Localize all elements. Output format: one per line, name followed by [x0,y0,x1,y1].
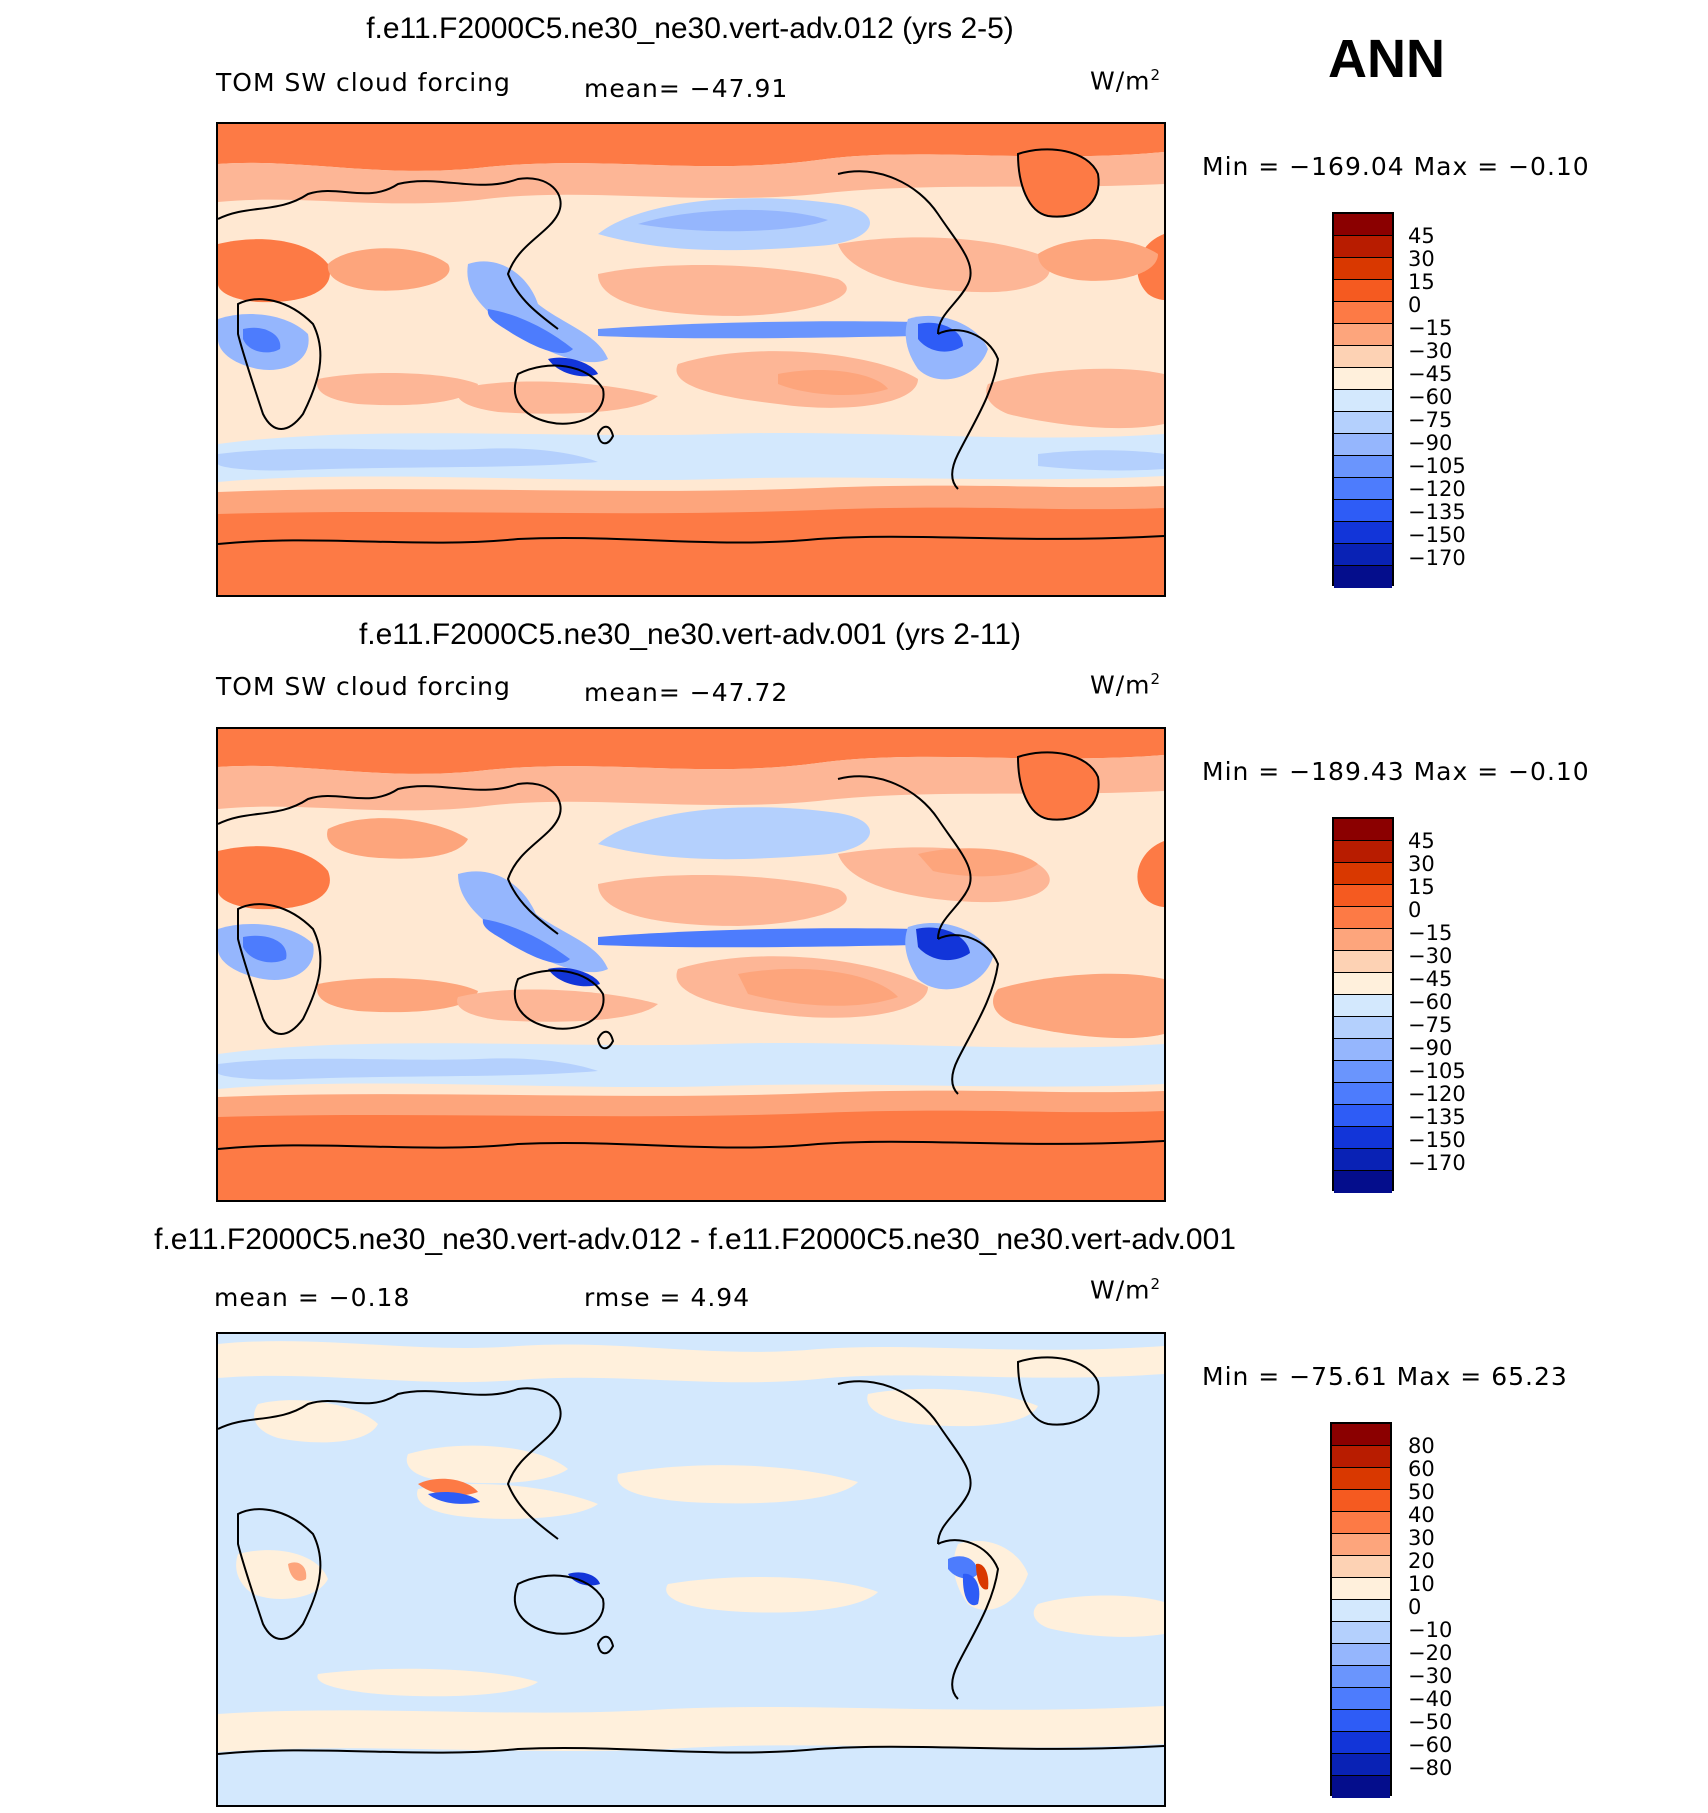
panel-1-units: W/m2 [1090,66,1162,96]
panel-3-units: W/m2 [1090,1275,1162,1305]
tick-label: 45 [1408,829,1435,853]
tick-label: 45 [1408,224,1435,248]
tick-label: −90 [1408,1036,1453,1060]
tick-label: −75 [1408,408,1453,432]
tick-label: −90 [1408,431,1453,455]
panel-2-title: f.e11.F2000C5.ne30_ne30.vert-adv.001 (yr… [358,618,1022,651]
tick-label: −135 [1408,500,1466,524]
tick-label: −30 [1408,1664,1453,1688]
tick-label: −150 [1408,523,1466,547]
tick-label: 0 [1408,293,1422,317]
tick-label: 50 [1408,1480,1435,1504]
panel-2-map [216,727,1166,1202]
tick-label: 0 [1408,1595,1422,1619]
panel-3-colorbar [1330,1422,1392,1798]
tick-label: −45 [1408,362,1453,386]
panel-3-mean: mean = −0.18 [214,1283,411,1312]
tick-label: −60 [1408,385,1453,409]
tick-label: 10 [1408,1572,1435,1596]
tick-label: 60 [1408,1457,1435,1481]
tick-label: −40 [1408,1687,1453,1711]
panel-2-units: W/m2 [1090,670,1162,700]
tick-label: −120 [1408,477,1466,501]
tick-label: 80 [1408,1434,1435,1458]
tick-label: 30 [1408,1526,1435,1550]
panel-1-variable: TOM SW cloud forcing [216,68,511,97]
panel-2-variable: TOM SW cloud forcing [216,672,511,701]
tick-label: −15 [1408,921,1453,945]
tick-label: −45 [1408,967,1453,991]
tick-label: −60 [1408,1733,1453,1757]
tick-label: −30 [1408,944,1453,968]
tick-label: 40 [1408,1503,1435,1527]
panel-3-title: f.e11.F2000C5.ne30_ne30.vert-adv.012 - f… [154,1223,1236,1256]
tick-label: −20 [1408,1641,1453,1665]
panel-2-mean: mean= −47.72 [584,678,789,707]
tick-label: 15 [1408,270,1435,294]
tick-label: 20 [1408,1549,1435,1573]
tick-label: −170 [1408,1151,1466,1175]
panel-3-rmse: rmse = 4.94 [584,1283,751,1312]
tick-label: 30 [1408,852,1435,876]
tick-label: −170 [1408,546,1466,570]
tick-label: −80 [1408,1756,1453,1780]
tick-label: 0 [1408,898,1422,922]
panel-2-colorbar [1332,817,1394,1193]
tick-label: 30 [1408,247,1435,271]
panel-1-minmax: Min = −169.04 Max = −0.10 [1202,152,1590,181]
tick-label: −60 [1408,990,1453,1014]
panel-2-minmax: Min = −189.43 Max = −0.10 [1202,757,1590,786]
tick-label: −135 [1408,1105,1466,1129]
panel-1-mean: mean= −47.91 [584,74,789,103]
panel-1-title: f.e11.F2000C5.ne30_ne30.vert-adv.012 (yr… [366,12,1014,45]
panel-3-map [216,1332,1166,1807]
tick-label: −150 [1408,1128,1466,1152]
panel-1-map [216,122,1166,597]
tick-label: −75 [1408,1013,1453,1037]
tick-label: −120 [1408,1082,1466,1106]
tick-label: −10 [1408,1618,1453,1642]
tick-label: −105 [1408,1059,1466,1083]
panel-1-colorbar [1332,212,1394,588]
tick-label: 15 [1408,875,1435,899]
season-label: ANN [1328,29,1445,89]
tick-label: −15 [1408,316,1453,340]
tick-label: −50 [1408,1710,1453,1734]
tick-label: −105 [1408,454,1466,478]
panel-3-minmax: Min = −75.61 Max = 65.23 [1202,1362,1568,1391]
tick-label: −30 [1408,339,1453,363]
